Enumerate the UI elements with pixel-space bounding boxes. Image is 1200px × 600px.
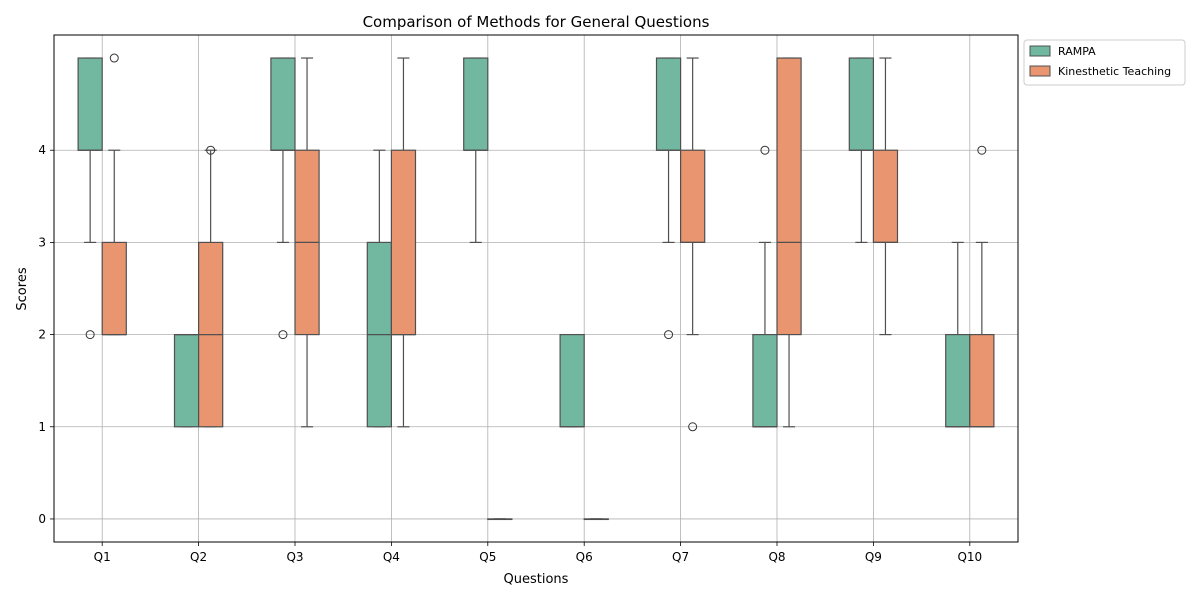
box-body xyxy=(969,333,995,428)
y-axis-label: Scores xyxy=(15,267,30,310)
box-body xyxy=(77,57,103,151)
box-body xyxy=(848,57,874,151)
y-tick-label: 4 xyxy=(38,143,46,157)
box-rampa-q4 xyxy=(366,149,392,428)
box-rampa-q5 xyxy=(463,57,489,244)
box-rampa-q9 xyxy=(848,57,874,244)
legend-label-rampa: RAMPA xyxy=(1058,45,1096,58)
axis-ticks: 0 1 2 3 4 Q1 Q2 Q3 Q4 Q5 Q6 Q7 Q8 Q9 Q10 xyxy=(38,143,982,564)
box-body xyxy=(559,333,585,428)
legend-frame xyxy=(1023,39,1186,86)
legend-label-kinesthetic: Kinesthetic Teaching xyxy=(1058,65,1171,78)
box-body xyxy=(655,57,682,151)
box-body xyxy=(101,241,127,336)
outlier-point xyxy=(664,330,674,340)
x-tick-label: Q9 xyxy=(865,550,882,564)
box-body xyxy=(776,57,802,336)
box-body xyxy=(872,149,899,244)
x-tick-label: Q7 xyxy=(672,550,689,564)
box-rampa-q6 xyxy=(559,333,585,428)
outlier-point xyxy=(85,330,95,340)
y-tick-label: 1 xyxy=(38,420,46,434)
box-kinesthetic-q9 xyxy=(872,57,899,336)
box-body xyxy=(390,149,417,336)
outlier-point xyxy=(977,145,987,155)
box-body xyxy=(679,149,706,244)
y-tick-label: 2 xyxy=(38,328,46,342)
box-rampa-q7 xyxy=(655,57,682,340)
chart-title: Comparison of Methods for General Questi… xyxy=(363,13,710,31)
box-kinesthetic-q8 xyxy=(776,57,802,428)
outlier-point xyxy=(760,145,770,155)
box-kinesthetic-q5 xyxy=(487,518,513,521)
x-tick-label: Q4 xyxy=(383,550,400,564)
x-tick-label: Q6 xyxy=(576,550,593,564)
x-tick-label: Q10 xyxy=(957,550,982,564)
box-layer xyxy=(77,53,995,521)
outlier-point xyxy=(206,145,216,155)
outlier-point xyxy=(688,422,698,432)
outlier-point xyxy=(109,53,119,63)
x-axis-label: Questions xyxy=(504,572,569,587)
box-body xyxy=(752,333,778,428)
box-body xyxy=(270,57,296,151)
box-rampa-q8 xyxy=(752,145,778,428)
box-body xyxy=(463,57,489,151)
x-tick-label: Q2 xyxy=(190,550,207,564)
box-rampa-q1 xyxy=(77,57,103,340)
box-kinesthetic-q4 xyxy=(390,57,417,428)
box-body xyxy=(173,333,200,428)
box-kinesthetic-q6 xyxy=(583,518,609,521)
x-tick-label: Q1 xyxy=(94,550,111,564)
y-tick-label: 0 xyxy=(38,512,46,526)
y-tick-label: 3 xyxy=(38,235,46,249)
x-tick-label: Q8 xyxy=(768,550,785,564)
plot-area-frame xyxy=(53,34,1019,543)
box-kinesthetic-q1 xyxy=(101,53,127,336)
box-kinesthetic-q10 xyxy=(969,145,995,428)
box-rampa-q2 xyxy=(173,333,200,428)
legend-swatch-rampa xyxy=(1029,45,1051,57)
box-rampa-q3 xyxy=(270,57,296,340)
box-kinesthetic-q3 xyxy=(294,57,320,428)
outlier-point xyxy=(278,330,288,340)
box-body xyxy=(945,333,971,428)
box-rampa-q10 xyxy=(945,241,971,428)
x-tick-label: Q5 xyxy=(479,550,496,564)
legend: RAMPA Kinesthetic Teaching xyxy=(1023,39,1186,86)
legend-swatch-kinesthetic xyxy=(1029,65,1051,77)
x-tick-label: Q3 xyxy=(286,550,303,564)
box-kinesthetic-q7 xyxy=(679,57,706,432)
box-kinesthetic-q2 xyxy=(198,145,224,428)
